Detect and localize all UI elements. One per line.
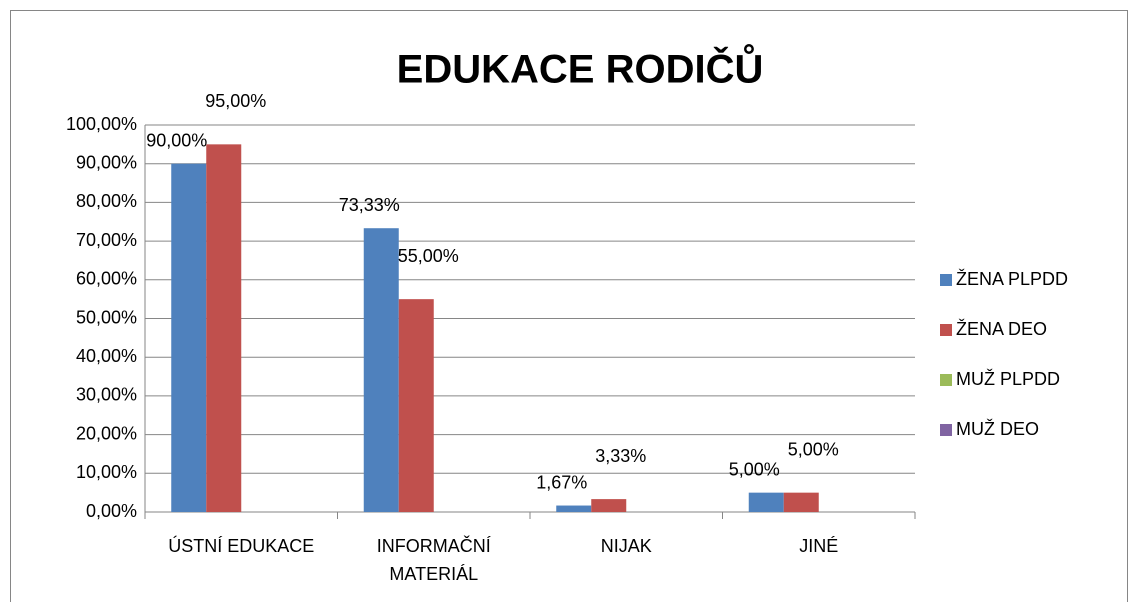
y-tick-label: 100,00% xyxy=(66,114,137,134)
legend-swatch xyxy=(940,324,952,336)
data-label: 90,00% xyxy=(146,130,207,150)
y-tick-label: 0,00% xyxy=(86,501,137,521)
data-label: 3,33% xyxy=(595,446,646,466)
legend-label: MUŽ DEO xyxy=(956,419,1039,439)
data-label: 1,67% xyxy=(536,472,587,492)
data-label: 95,00% xyxy=(205,91,266,111)
bar xyxy=(363,228,399,513)
legend-swatch xyxy=(940,374,952,386)
bar xyxy=(783,492,819,512)
y-tick-label: 80,00% xyxy=(76,191,137,211)
x-tick-label: ÚSTNÍ EDUKACE xyxy=(168,536,315,556)
data-label: 5,00% xyxy=(788,439,839,459)
legend-swatch xyxy=(940,424,952,436)
x-tick-label: NIJAK xyxy=(600,536,652,556)
y-tick-label: 20,00% xyxy=(76,423,137,443)
bar xyxy=(171,163,207,512)
legend-label: ŽENA PLPDD xyxy=(956,269,1068,289)
x-tick-label: JINÉ xyxy=(799,536,839,556)
y-tick-label: 10,00% xyxy=(76,462,137,482)
bar xyxy=(206,144,242,512)
y-tick-label: 40,00% xyxy=(76,346,137,366)
legend-label: MUŽ PLPDD xyxy=(956,369,1060,389)
data-label: 55,00% xyxy=(398,246,459,266)
bar xyxy=(398,299,434,512)
y-tick-label: 30,00% xyxy=(76,385,137,405)
legend-swatch xyxy=(940,274,952,286)
bar xyxy=(556,505,592,512)
chart-title: EDUKACE RODIČŮ xyxy=(397,43,764,92)
y-tick-label: 70,00% xyxy=(76,230,137,250)
y-tick-label: 50,00% xyxy=(76,307,137,327)
y-tick-label: 60,00% xyxy=(76,269,137,289)
data-label: 5,00% xyxy=(729,459,780,479)
legend-label: ŽENA DEO xyxy=(956,319,1047,339)
bar xyxy=(748,492,784,512)
x-tick-label: INFORMAČNÍ MATERIÁL xyxy=(376,536,491,584)
y-tick-label: 90,00% xyxy=(76,152,137,172)
bar xyxy=(591,499,627,512)
chart-frame xyxy=(10,10,1128,602)
data-label: 73,33% xyxy=(339,195,400,215)
